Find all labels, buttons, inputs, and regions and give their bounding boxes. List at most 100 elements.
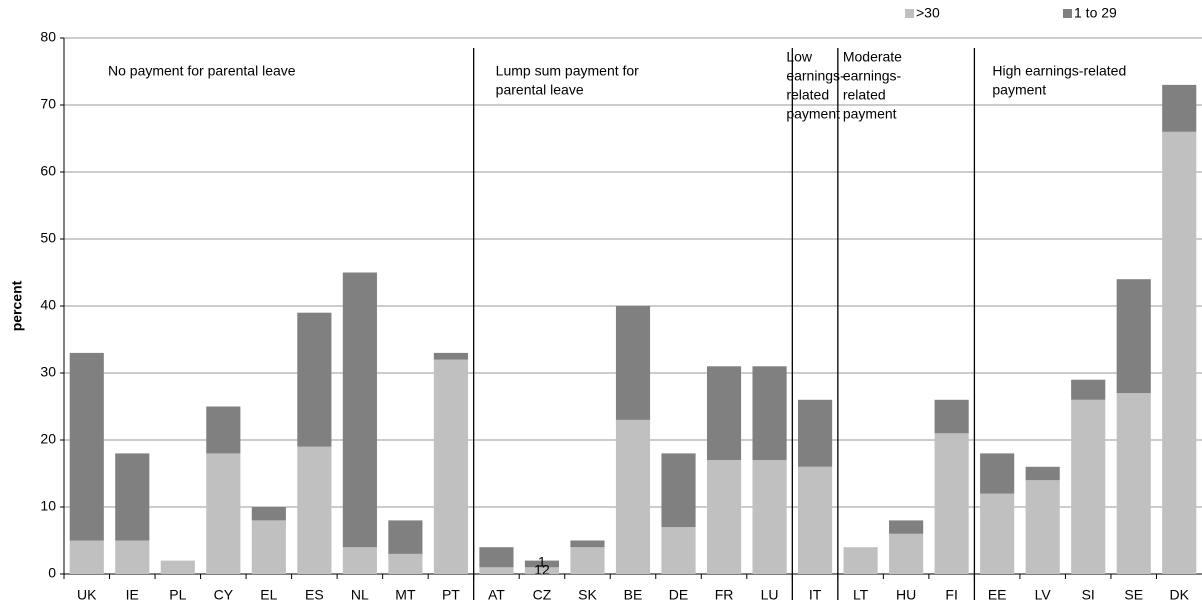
bar-segment bbox=[615, 306, 651, 420]
group-label: High earnings-related bbox=[992, 63, 1126, 79]
x-tick-label: IT bbox=[809, 587, 822, 603]
bar-segment bbox=[934, 433, 969, 574]
legend-label: 1 to 29 bbox=[1074, 5, 1117, 21]
bar-segment bbox=[160, 560, 195, 574]
bar-segment bbox=[1071, 399, 1106, 574]
bar-segment bbox=[661, 527, 696, 574]
bar-segment bbox=[297, 312, 332, 447]
group-label: parental leave bbox=[496, 82, 584, 98]
bar-segment bbox=[752, 366, 787, 461]
x-tick-label: ES bbox=[305, 587, 324, 603]
bar-segment bbox=[297, 446, 332, 574]
legend-label: >30 bbox=[916, 5, 940, 21]
bar-segment bbox=[934, 399, 969, 434]
bar-segment bbox=[388, 520, 423, 554]
bar-segment bbox=[661, 453, 696, 528]
group-label: related bbox=[843, 87, 886, 103]
x-tick-label: DK bbox=[1170, 587, 1190, 603]
bar-segment bbox=[798, 399, 833, 467]
bar-segment bbox=[342, 547, 377, 574]
bar-segment bbox=[980, 493, 1015, 574]
annotation: 1 bbox=[538, 554, 546, 570]
bar-segment bbox=[342, 272, 377, 548]
legend-swatch bbox=[905, 9, 914, 18]
bar-segment bbox=[69, 352, 104, 541]
bar-segment bbox=[479, 547, 514, 568]
bar-segment bbox=[752, 460, 787, 574]
bar-segment bbox=[706, 366, 742, 461]
y-tick-label: 0 bbox=[48, 565, 56, 581]
bar-segment bbox=[1162, 131, 1197, 575]
y-tick-label: 80 bbox=[40, 29, 56, 45]
bar-segment bbox=[206, 453, 241, 574]
x-tick-label: SK bbox=[578, 587, 597, 603]
bar-segment bbox=[115, 540, 150, 574]
group-label: Moderate bbox=[843, 49, 902, 65]
bar-segment bbox=[980, 453, 1015, 494]
bar-segment bbox=[1025, 466, 1060, 481]
x-tick-label: AT bbox=[488, 587, 505, 603]
bar-segment bbox=[889, 520, 924, 534]
bar-segment bbox=[69, 540, 104, 574]
group-label: earnings- bbox=[786, 68, 845, 84]
bar-segment bbox=[1071, 379, 1106, 400]
bar-segment bbox=[388, 553, 423, 574]
group-label: No payment for parental leave bbox=[108, 63, 296, 79]
x-tick-label: EL bbox=[260, 587, 277, 603]
x-tick-label: NL bbox=[351, 587, 369, 603]
group-label: Low bbox=[786, 49, 813, 65]
bar-segment bbox=[570, 540, 605, 548]
group-label: payment bbox=[843, 106, 897, 122]
bar-segment bbox=[889, 533, 924, 574]
x-tick-label: LU bbox=[761, 587, 779, 603]
bar-segment bbox=[433, 352, 468, 360]
x-tick-label: EE bbox=[988, 587, 1007, 603]
group-label: earnings- bbox=[843, 68, 902, 84]
legend-swatch bbox=[1063, 9, 1072, 18]
bar-segment bbox=[115, 453, 150, 541]
bar-segment bbox=[206, 406, 241, 454]
y-tick-label: 40 bbox=[40, 297, 56, 313]
y-tick-label: 70 bbox=[40, 96, 56, 112]
y-axis-label: percent bbox=[9, 280, 25, 331]
x-tick-label: DE bbox=[669, 587, 688, 603]
x-tick-label: CZ bbox=[533, 587, 552, 603]
y-tick-label: 60 bbox=[40, 163, 56, 179]
bar-segment bbox=[570, 547, 605, 574]
bar-segment bbox=[843, 547, 878, 574]
bar-segment bbox=[1116, 393, 1151, 574]
x-tick-label: SE bbox=[1124, 587, 1143, 603]
bar-segment bbox=[524, 567, 560, 574]
bar-segment bbox=[706, 460, 742, 574]
x-tick-label: FI bbox=[945, 587, 957, 603]
bar-segment bbox=[251, 520, 286, 574]
x-tick-label: UK bbox=[77, 587, 97, 603]
x-tick-label: PT bbox=[442, 587, 460, 603]
bar-segment bbox=[1162, 84, 1197, 132]
x-tick-label: LT bbox=[853, 587, 869, 603]
y-tick-label: 30 bbox=[40, 364, 56, 380]
x-tick-label: SI bbox=[1082, 587, 1095, 603]
bar-segment bbox=[798, 466, 833, 574]
bar-segment bbox=[479, 567, 514, 574]
group-label: payment bbox=[786, 106, 840, 122]
x-tick-label: PL bbox=[169, 587, 186, 603]
group-label: related bbox=[786, 87, 829, 103]
bar-segment bbox=[251, 507, 286, 521]
y-tick-label: 20 bbox=[40, 431, 56, 447]
bar-segment bbox=[1025, 480, 1060, 574]
bar-segment bbox=[1116, 279, 1151, 394]
group-label: payment bbox=[992, 82, 1046, 98]
bar-segment bbox=[433, 359, 468, 574]
x-tick-label: HU bbox=[896, 587, 916, 603]
y-tick-label: 50 bbox=[40, 230, 56, 246]
x-tick-label: IE bbox=[126, 587, 139, 603]
annotation: 12 bbox=[534, 562, 550, 578]
x-tick-label: MT bbox=[395, 587, 416, 603]
group-label: Lump sum payment for bbox=[496, 63, 640, 79]
x-tick-label: FR bbox=[715, 587, 734, 603]
bar-segment bbox=[524, 560, 560, 568]
x-tick-label: LV bbox=[1035, 587, 1052, 603]
bar-segment bbox=[615, 419, 651, 574]
